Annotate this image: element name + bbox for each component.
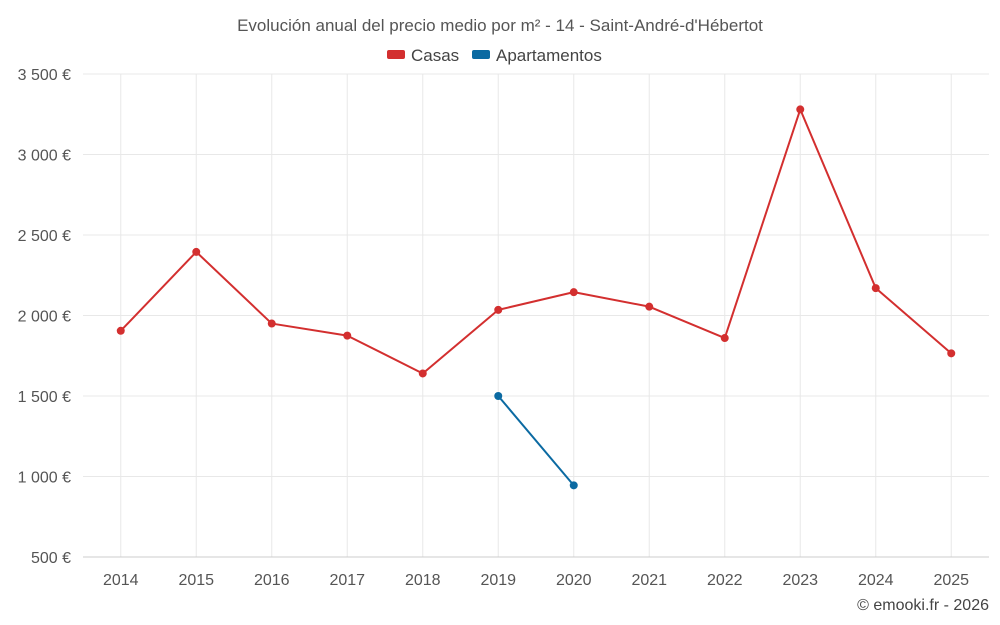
x-tick-label: 2023 bbox=[782, 572, 818, 589]
data-point-casas-2018[interactable] bbox=[418, 369, 427, 378]
data-point-casas-2019[interactable] bbox=[494, 305, 503, 314]
data-point-casas-2024[interactable] bbox=[871, 284, 880, 293]
legend-swatch-apartamentos bbox=[472, 50, 490, 59]
data-point-casas-2017[interactable] bbox=[343, 331, 352, 340]
data-point-casas-2022[interactable] bbox=[720, 334, 729, 343]
grid bbox=[83, 73, 989, 558]
legend-item-casas[interactable]: Casas bbox=[387, 46, 459, 65]
series-layer bbox=[116, 105, 956, 490]
x-tick-label: 2016 bbox=[254, 572, 290, 589]
legend-swatch-casas bbox=[387, 50, 405, 59]
y-axis: 500 € 1 000 € 1 500 € 2 000 € 2 500 € 3 000 €… bbox=[18, 67, 71, 567]
x-tick-label: 2020 bbox=[556, 572, 592, 589]
x-axis: 2014 2015 2016 2017 2018 2019 2020 2021 2022 2023… bbox=[83, 556, 989, 589]
series-line-apartamentos bbox=[497, 395, 575, 487]
y-tick-label: 2 000 € bbox=[18, 309, 71, 326]
chart-title: Evolución anual del precio medio por m² … bbox=[237, 16, 763, 35]
data-point-casas-2014[interactable] bbox=[116, 326, 125, 335]
x-tick-label: 2022 bbox=[707, 572, 743, 589]
x-tick-label: 2015 bbox=[178, 572, 214, 589]
credit-text: © emooki.fr - 2026 bbox=[857, 597, 989, 614]
data-point-casas-2016[interactable] bbox=[267, 319, 276, 328]
x-tick-label: 2024 bbox=[858, 572, 894, 589]
data-point-casas-2015[interactable] bbox=[192, 247, 201, 256]
data-point-casas-2020[interactable] bbox=[569, 288, 578, 297]
x-tick-label: 2018 bbox=[405, 572, 441, 589]
y-tick-label: 2 500 € bbox=[18, 228, 71, 245]
y-tick-label: 1 000 € bbox=[18, 470, 71, 487]
x-tick-label: 2025 bbox=[933, 572, 969, 589]
x-tick-label: 2021 bbox=[631, 572, 667, 589]
legend-label-apartamentos: Apartamentos bbox=[496, 46, 602, 65]
y-tick-label: 1 500 € bbox=[18, 389, 71, 406]
x-tick-label: 2014 bbox=[103, 572, 139, 589]
y-tick-label: 3 500 € bbox=[18, 67, 71, 84]
legend[interactable]: Casas Apartamentos bbox=[387, 46, 602, 65]
data-point-casas-2023[interactable] bbox=[796, 105, 805, 114]
x-tick-label: 2019 bbox=[480, 572, 516, 589]
legend-item-apartamentos[interactable]: Apartamentos bbox=[472, 46, 602, 65]
data-point-apartamentos-2020[interactable] bbox=[569, 481, 578, 490]
y-tick-label: 500 € bbox=[31, 550, 71, 567]
legend-label-casas: Casas bbox=[411, 46, 459, 65]
x-tick-label: 2017 bbox=[329, 572, 365, 589]
series-line-casas bbox=[120, 108, 952, 375]
y-tick-label: 3 000 € bbox=[18, 148, 71, 165]
data-point-casas-2021[interactable] bbox=[645, 302, 654, 311]
data-point-apartamentos-2019[interactable] bbox=[494, 392, 503, 400]
data-point-casas-2025[interactable] bbox=[947, 349, 956, 358]
